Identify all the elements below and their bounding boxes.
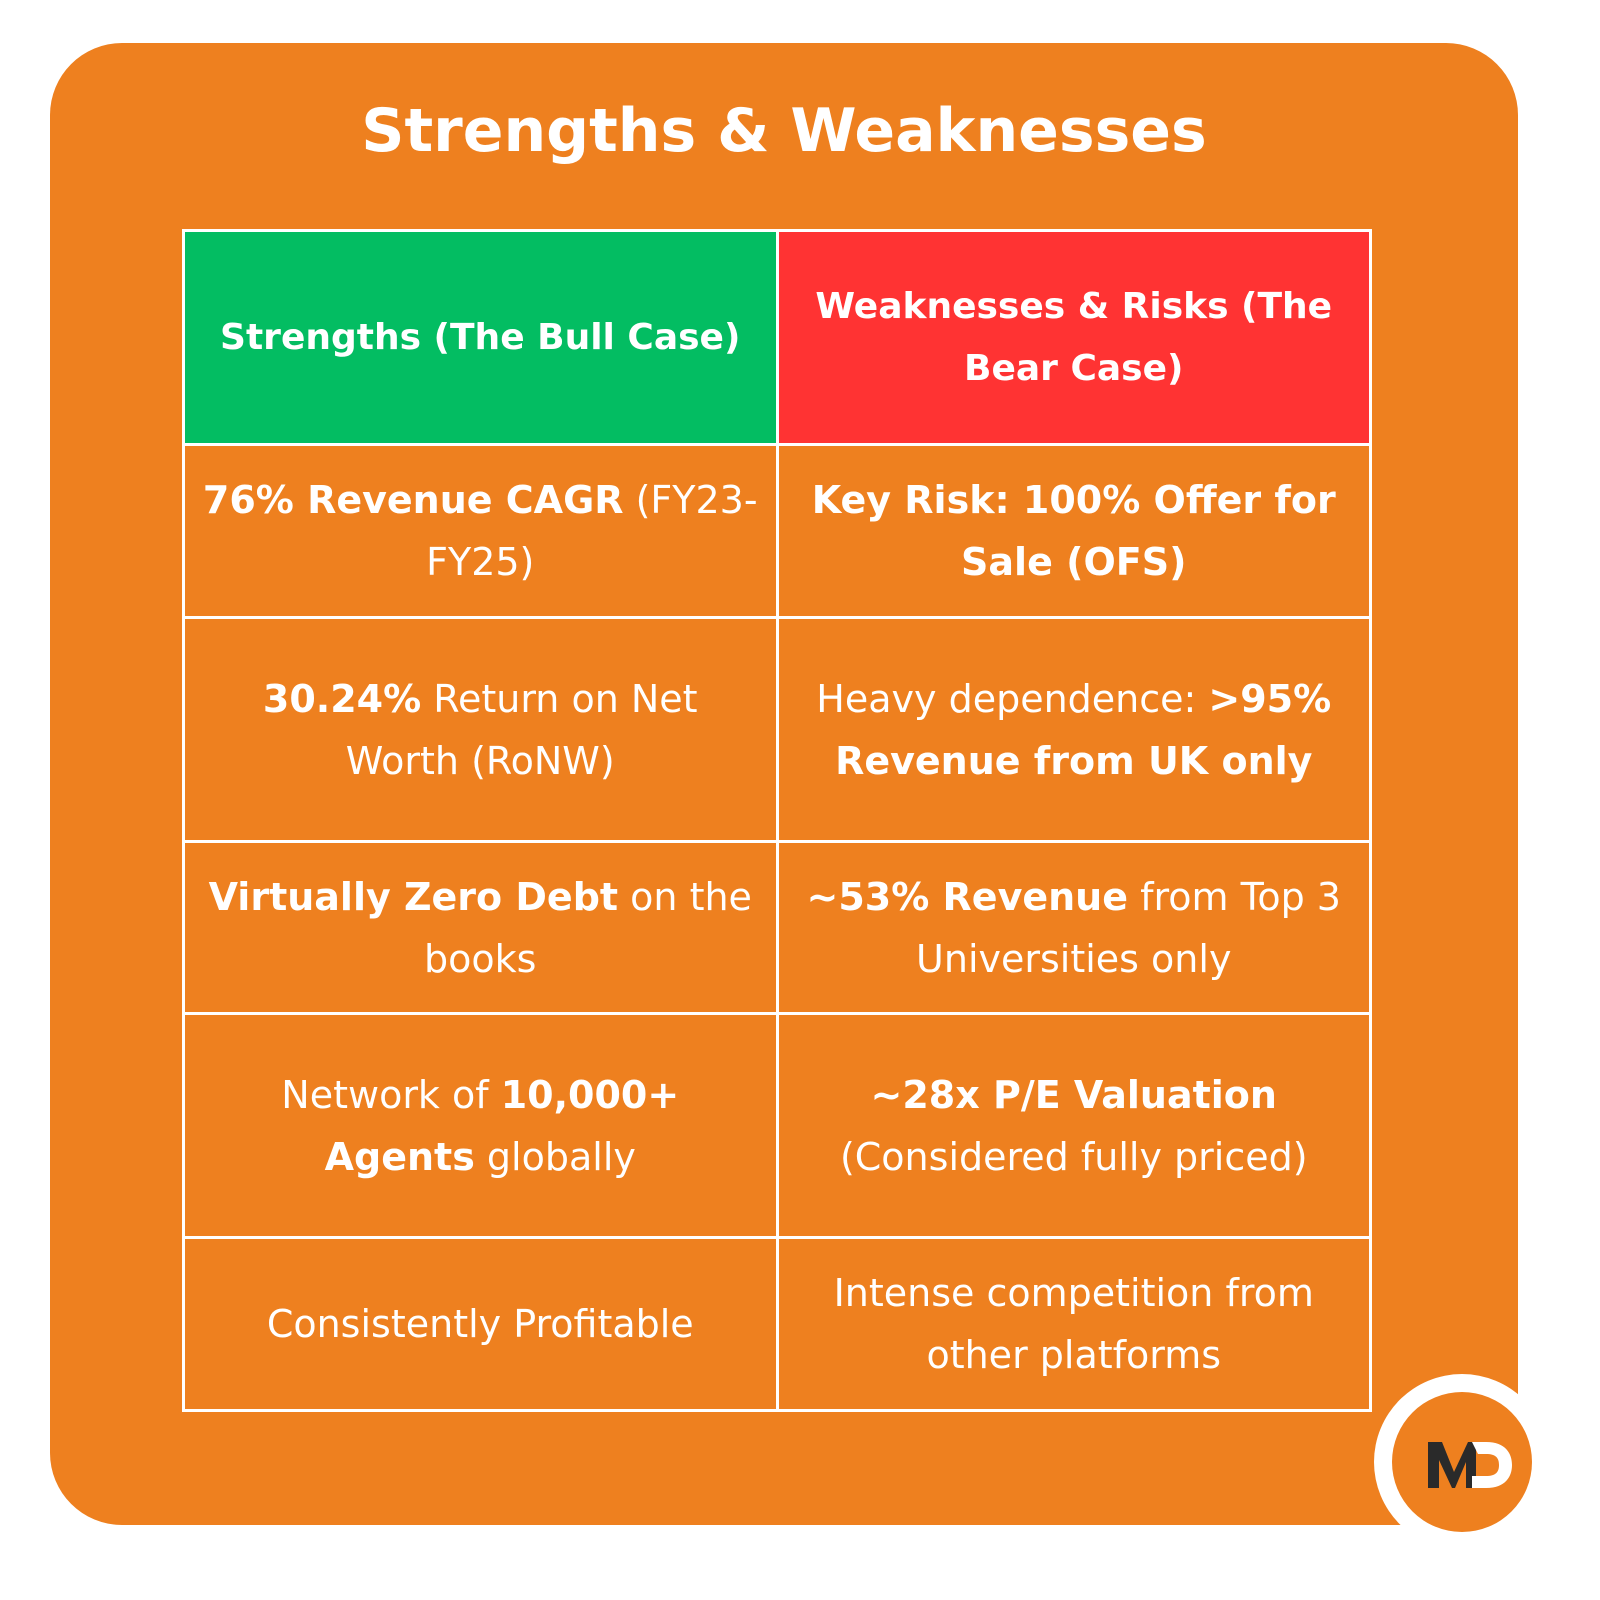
weakness-cell: ~28x P/E Valuation (Considered fully pri… — [775, 1012, 1372, 1239]
cell-text-bold: Key Risk: 100% Offer for Sale (OFS) — [811, 478, 1336, 584]
cell-text: Heavy dependence: — [816, 676, 1209, 721]
cell-text-bold: Virtually Zero Debt — [208, 874, 619, 919]
md-logo-icon — [1428, 1442, 1512, 1488]
strength-cell: 30.24% Return on Net Worth (RoNW) — [182, 616, 779, 843]
weakness-cell: Heavy dependence: >95% Revenue from UK o… — [775, 616, 1372, 843]
weakness-cell: Key Risk: 100% Offer for Sale (OFS) — [775, 443, 1372, 619]
cell-text: Return on Net Worth (RoNW) — [345, 676, 698, 783]
cell-text-bold: >95% Revenue from UK only — [835, 676, 1332, 783]
strength-cell: Network of 10,000+ Agents globally — [182, 1012, 779, 1239]
cell-text: from Top 3 Universities only — [916, 874, 1341, 981]
strength-cell: Consistently Profitable — [182, 1236, 779, 1412]
cell-text: on the books — [424, 874, 752, 981]
strengths-header: Strengths (The Bull Case) — [182, 229, 779, 446]
cell-text-bold: 76% Revenue CAGR — [202, 478, 624, 522]
weakness-cell: ~53% Revenue from Top 3 Universities onl… — [775, 840, 1372, 1015]
strength-cell: 76% Revenue CAGR (FY23-FY25) — [182, 443, 779, 619]
cell-text-bold: 10,000+ Agents — [324, 1072, 680, 1179]
md-logo — [1374, 1374, 1550, 1550]
cell-text-bold: 30.24% — [262, 676, 422, 721]
cell-text: (Considered fully priced) — [839, 1134, 1308, 1179]
cell-text-bold: ~28x P/E Valuation — [870, 1072, 1277, 1117]
cell-text-bold: ~53% Revenue — [806, 874, 1128, 919]
weakness-cell: Intense competition from other platforms — [775, 1236, 1372, 1412]
cell-text: Network of — [281, 1072, 501, 1117]
cell-text: Consistently Profitable — [266, 1302, 694, 1346]
cell-text: Intense competition from other platforms — [833, 1271, 1314, 1377]
comparison-table: Strengths (The Bull Case) Weaknesses & R… — [182, 229, 1372, 1412]
page-title: Strengths & Weaknesses — [361, 96, 1207, 166]
strength-cell: Virtually Zero Debt on the books — [182, 840, 779, 1015]
cell-text: globally — [474, 1134, 636, 1179]
weaknesses-header: Weaknesses & Risks (The Bear Case) — [775, 229, 1372, 446]
cell-text: (FY23-FY25) — [426, 478, 758, 584]
